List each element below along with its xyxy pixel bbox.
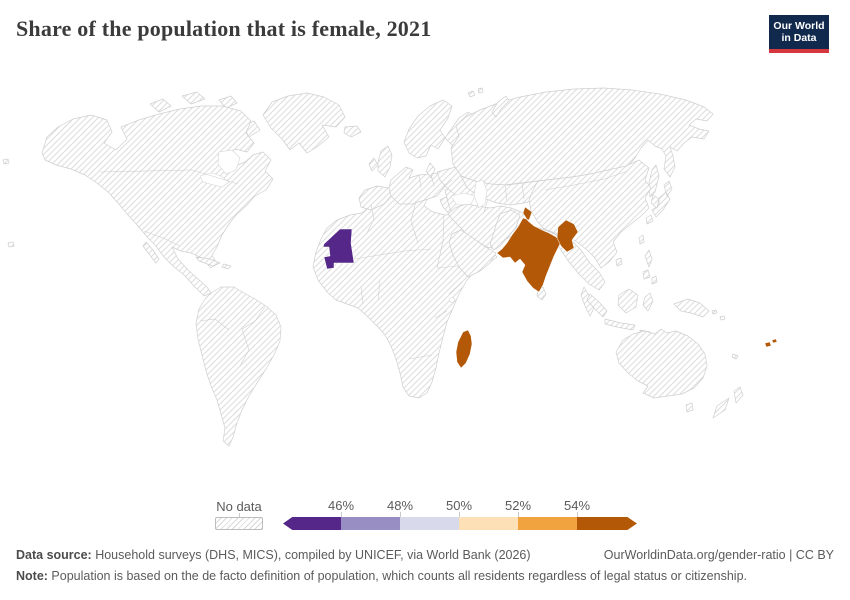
sea-black-sea [450, 192, 476, 206]
legend-tick-50 [459, 512, 460, 517]
landmass-novaya-zemlya [491, 95, 510, 118]
country-fiji[interactable] [764, 338, 778, 348]
owid-logo-box: Our World in Data [769, 15, 829, 49]
footer: Data source: Household surveys (DHS, MIC… [16, 548, 834, 583]
legend-bin-52-54[interactable] [518, 517, 577, 530]
landmass-north-america [41, 105, 274, 297]
sea-caspian [473, 179, 488, 209]
page-title: Share of the population that is female, … [16, 16, 432, 41]
landmass-russia-siberia [450, 87, 714, 186]
legend-tick-54 [577, 512, 578, 517]
landmass-baja-california [142, 241, 160, 264]
owid-logo-line2: in Data [781, 32, 817, 44]
legend-color-bar: 46% 48% 50% 52% 54% [283, 498, 637, 530]
landmass-pakistan [489, 209, 521, 251]
owid-logo-line1: Our World [773, 20, 825, 32]
landmass-solomons-newcaledonia [711, 309, 739, 360]
landmass-caribbean [195, 256, 232, 270]
landmass-ireland [368, 157, 379, 172]
landmass-australia [615, 328, 708, 399]
country-mauritania[interactable] [322, 228, 355, 270]
legend-bin-46-48[interactable] [341, 517, 400, 530]
landmass-tasmania [685, 402, 694, 413]
legend-bin-below-46[interactable] [283, 517, 341, 530]
legend-no-data-tick [239, 513, 240, 518]
legend-bin-above-54[interactable] [577, 517, 637, 530]
landmass-svalbard [467, 87, 484, 98]
legend-tick-48 [400, 512, 401, 517]
data-source-label: Data source: [16, 548, 92, 562]
legend-bin-50-52[interactable] [459, 517, 518, 530]
landmass-pacific-islets [2, 158, 15, 248]
legend-tick-label-54: 54% [563, 498, 591, 513]
owid-logo: Our World in Data [769, 15, 829, 53]
note-label: Note: [16, 569, 48, 583]
legend-tick-label-48: 48% [386, 498, 414, 513]
credit-link[interactable]: OurWorldinData.org/gender-ratio | CC BY [603, 548, 834, 562]
landmass-philippines [642, 249, 658, 285]
landmass-scandinavia [403, 99, 453, 159]
landmass-iceland [343, 125, 362, 138]
legend-bin-48-50[interactable] [400, 517, 459, 530]
lake-great-lakes [199, 172, 230, 188]
landmass-korea [650, 194, 660, 209]
landmass-new-zealand [712, 386, 744, 419]
country-borders [99, 169, 629, 367]
legend-tick-52 [518, 512, 519, 517]
lake-hudson-bay [217, 149, 241, 175]
landmass-canadian-arctic-islands [149, 91, 261, 138]
legend-tick-label-46: 46% [327, 498, 355, 513]
note-text: Population is based on the de facto defi… [47, 569, 747, 583]
landmass-france-central-europe [388, 166, 446, 205]
lake-victoria [449, 297, 455, 303]
landmass-arabia [448, 229, 497, 278]
legend-no-data-label: No data [216, 499, 262, 514]
legend-tick-label-52: 52% [504, 498, 532, 513]
country-bangladesh-ne-india[interactable] [556, 219, 579, 253]
legend-tick-46 [341, 512, 342, 517]
landmass-indonesia [586, 288, 654, 336]
data-source-line: Data source: Household surveys (DHS, MIC… [16, 548, 531, 562]
legend-tick-label-50: 50% [445, 498, 473, 513]
landmass-sakhalin [648, 164, 660, 198]
landmass-great-britain [377, 145, 393, 178]
owid-logo-accent-bar [769, 49, 829, 53]
landmass-south-america [195, 286, 282, 447]
landmass-china-mongolia [528, 159, 652, 269]
country-madagascar[interactable] [455, 329, 473, 369]
data-source-text: Household surveys (DHS, MICS), compiled … [91, 548, 531, 562]
landmass-greenland [262, 92, 346, 154]
legend-no-data-swatch[interactable] [215, 517, 263, 530]
landmass-denmark [425, 162, 436, 179]
country-india[interactable] [496, 206, 562, 293]
landmass-new-guinea [673, 298, 710, 318]
landmass-taiwan-hainan [615, 234, 645, 267]
